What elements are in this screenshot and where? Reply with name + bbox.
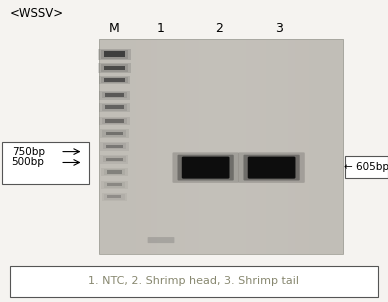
Text: 750bp: 750bp bbox=[12, 146, 45, 157]
FancyBboxPatch shape bbox=[100, 50, 128, 59]
FancyBboxPatch shape bbox=[102, 130, 126, 137]
FancyBboxPatch shape bbox=[106, 158, 123, 161]
FancyBboxPatch shape bbox=[98, 49, 131, 60]
FancyBboxPatch shape bbox=[106, 131, 123, 135]
Text: 3: 3 bbox=[275, 22, 283, 35]
FancyBboxPatch shape bbox=[100, 142, 129, 150]
FancyBboxPatch shape bbox=[101, 168, 128, 176]
FancyBboxPatch shape bbox=[182, 157, 230, 179]
FancyBboxPatch shape bbox=[107, 183, 122, 186]
FancyBboxPatch shape bbox=[238, 152, 305, 183]
FancyBboxPatch shape bbox=[106, 145, 123, 148]
FancyBboxPatch shape bbox=[244, 155, 300, 181]
FancyBboxPatch shape bbox=[105, 105, 124, 109]
FancyBboxPatch shape bbox=[10, 266, 378, 297]
FancyBboxPatch shape bbox=[99, 91, 130, 99]
FancyBboxPatch shape bbox=[104, 51, 125, 57]
FancyBboxPatch shape bbox=[99, 76, 130, 84]
FancyBboxPatch shape bbox=[99, 39, 343, 254]
FancyBboxPatch shape bbox=[104, 182, 125, 188]
FancyBboxPatch shape bbox=[172, 152, 239, 183]
FancyBboxPatch shape bbox=[248, 157, 296, 179]
FancyBboxPatch shape bbox=[102, 92, 127, 98]
Text: 500bp: 500bp bbox=[12, 157, 45, 168]
FancyBboxPatch shape bbox=[178, 155, 234, 181]
FancyBboxPatch shape bbox=[104, 169, 125, 175]
FancyBboxPatch shape bbox=[107, 195, 121, 198]
FancyBboxPatch shape bbox=[105, 119, 124, 123]
Text: 1. NTC, 2. Shrimp head, 3. Shrimp tail: 1. NTC, 2. Shrimp head, 3. Shrimp tail bbox=[88, 276, 300, 287]
FancyBboxPatch shape bbox=[2, 142, 89, 184]
FancyBboxPatch shape bbox=[99, 103, 130, 111]
Text: <WSSV>: <WSSV> bbox=[10, 7, 64, 20]
FancyBboxPatch shape bbox=[102, 117, 127, 124]
FancyBboxPatch shape bbox=[98, 63, 131, 72]
FancyBboxPatch shape bbox=[102, 193, 127, 201]
FancyBboxPatch shape bbox=[101, 77, 128, 83]
FancyBboxPatch shape bbox=[147, 237, 174, 243]
FancyBboxPatch shape bbox=[100, 64, 128, 72]
FancyBboxPatch shape bbox=[99, 117, 130, 125]
FancyBboxPatch shape bbox=[104, 66, 125, 70]
FancyBboxPatch shape bbox=[107, 170, 122, 174]
Text: 1: 1 bbox=[157, 22, 165, 35]
Text: 2: 2 bbox=[215, 22, 223, 35]
FancyBboxPatch shape bbox=[101, 181, 128, 189]
FancyBboxPatch shape bbox=[103, 143, 126, 149]
FancyBboxPatch shape bbox=[104, 194, 125, 200]
FancyBboxPatch shape bbox=[100, 129, 129, 138]
FancyBboxPatch shape bbox=[103, 156, 126, 162]
FancyBboxPatch shape bbox=[104, 78, 125, 82]
FancyBboxPatch shape bbox=[100, 155, 128, 164]
FancyBboxPatch shape bbox=[105, 93, 124, 97]
FancyBboxPatch shape bbox=[345, 156, 388, 178]
FancyBboxPatch shape bbox=[102, 104, 127, 111]
Text: M: M bbox=[109, 22, 120, 35]
Text: ← 605bp: ← 605bp bbox=[344, 162, 388, 172]
